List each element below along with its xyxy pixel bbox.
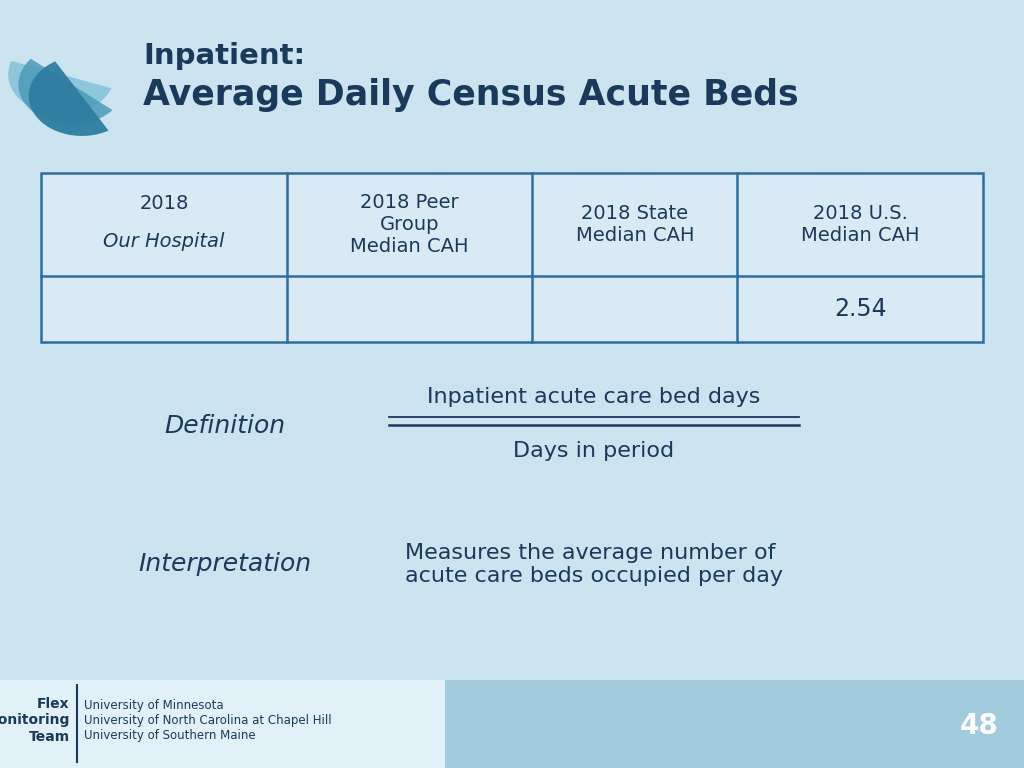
Text: Inpatient acute care bed days: Inpatient acute care bed days: [427, 387, 761, 407]
Text: 2018: 2018: [139, 194, 188, 213]
Text: Days in period: Days in period: [513, 441, 675, 461]
Text: 2018 Peer
Group
Median CAH: 2018 Peer Group Median CAH: [350, 193, 469, 257]
Wedge shape: [8, 61, 112, 114]
Text: Our Hospital: Our Hospital: [103, 232, 224, 251]
Text: Inpatient:: Inpatient:: [143, 42, 305, 70]
Text: 2018 U.S.
Median CAH: 2018 U.S. Median CAH: [801, 204, 920, 245]
Wedge shape: [18, 59, 113, 124]
Text: University of Minnesota
University of North Carolina at Chapel Hill
University o: University of Minnesota University of No…: [84, 699, 332, 742]
FancyBboxPatch shape: [445, 680, 1024, 768]
Text: Average Daily Census Acute Beds: Average Daily Census Acute Beds: [143, 78, 799, 112]
Wedge shape: [29, 61, 109, 136]
Text: Interpretation: Interpretation: [138, 552, 312, 577]
Text: 48: 48: [959, 712, 998, 740]
Text: 2018 State
Median CAH: 2018 State Median CAH: [575, 204, 694, 245]
Text: Measures the average number of
acute care beds occupied per day: Measures the average number of acute car…: [404, 543, 783, 586]
FancyBboxPatch shape: [0, 680, 1024, 768]
Text: Flex
Monitoring
Team: Flex Monitoring Team: [0, 697, 70, 743]
Text: 2.54: 2.54: [834, 297, 887, 321]
Text: Definition: Definition: [165, 414, 286, 439]
FancyBboxPatch shape: [41, 173, 983, 342]
